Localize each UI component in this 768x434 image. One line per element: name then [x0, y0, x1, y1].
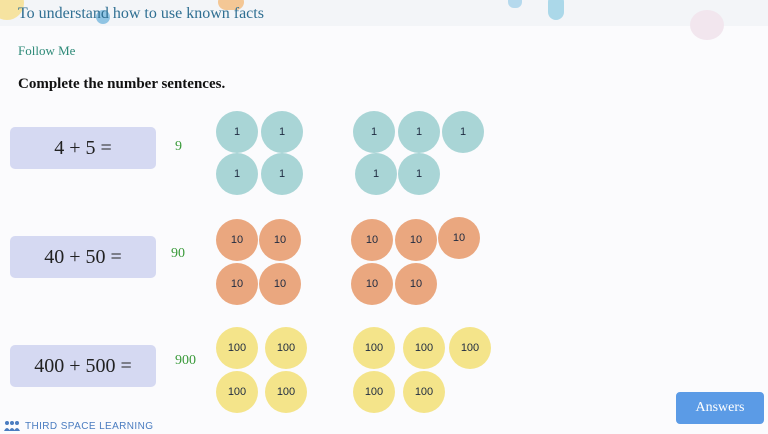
- instruction-text: Complete the number sentences.: [18, 76, 226, 92]
- top-banner: [0, 0, 768, 26]
- tens-counter: 10: [351, 263, 393, 305]
- tens-counter: 10: [259, 263, 301, 305]
- brand-name: THIRD SPACE LEARNING: [25, 420, 154, 432]
- section-label: Follow Me: [18, 43, 76, 58]
- equation-box-1: 4 + 5 =: [10, 127, 156, 169]
- ones-counter: 1: [216, 111, 258, 153]
- tens-counter: 10: [216, 219, 258, 261]
- tens-counter: 10: [438, 217, 480, 259]
- hundreds-counter: 100: [216, 327, 258, 369]
- hundreds-counter: 100: [403, 327, 445, 369]
- ones-counter: 1: [398, 153, 440, 195]
- lesson-title: To understand how to use known facts: [18, 5, 264, 22]
- ones-counter: 1: [353, 111, 395, 153]
- decorative-shape: [548, 0, 564, 20]
- tens-counter: 10: [395, 263, 437, 305]
- hundreds-counter: 100: [449, 327, 491, 369]
- ones-counter: 1: [261, 111, 303, 153]
- tens-counter: 10: [351, 219, 393, 261]
- answer-3: 900: [175, 353, 196, 368]
- decorative-shape: [96, 10, 110, 24]
- decorative-shape: [690, 10, 724, 40]
- decorative-shape: [0, 0, 24, 20]
- equation-box-2: 40 + 50 =: [10, 236, 156, 278]
- people-icon: [4, 421, 20, 431]
- ones-counter: 1: [216, 153, 258, 195]
- tens-counter: 10: [395, 219, 437, 261]
- hundreds-counter: 100: [353, 327, 395, 369]
- tens-counter: 10: [216, 263, 258, 305]
- brand-logo: THIRD SPACE LEARNING: [4, 419, 153, 433]
- decorative-shape: [508, 0, 522, 8]
- hundreds-counter: 100: [353, 371, 395, 413]
- answer-2: 90: [171, 246, 185, 261]
- hundreds-counter: 100: [216, 371, 258, 413]
- tens-counter: 10: [259, 219, 301, 261]
- ones-counter: 1: [355, 153, 397, 195]
- hundreds-counter: 100: [265, 371, 307, 413]
- equation-box-3: 400 + 500 =: [10, 345, 156, 387]
- ones-counter: 1: [398, 111, 440, 153]
- hundreds-counter: 100: [403, 371, 445, 413]
- ones-counter: 1: [442, 111, 484, 153]
- hundreds-counter: 100: [265, 327, 307, 369]
- decorative-shape: [218, 0, 244, 10]
- ones-counter: 1: [261, 153, 303, 195]
- answer-1: 9: [175, 139, 182, 154]
- answers-button[interactable]: Answers: [676, 392, 764, 424]
